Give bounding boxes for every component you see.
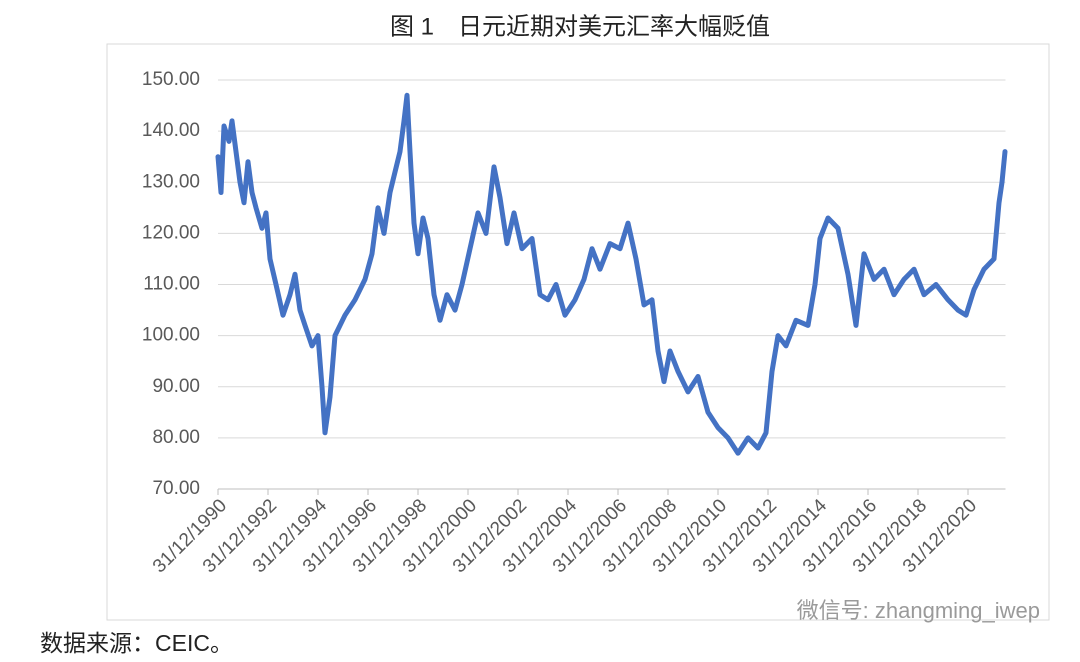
y-tick-label: 70.00: [152, 478, 200, 499]
y-tick-label: 80.00: [152, 427, 200, 448]
y-tick-label: 110.00: [143, 274, 200, 295]
y-tick-label: 90.00: [152, 376, 200, 397]
y-tick-label: 140.00: [142, 120, 200, 141]
y-tick-label: 150.00: [142, 69, 200, 90]
y-tick-label: 130.00: [142, 171, 200, 192]
watermark: 微信号: zhangming_iwep: [797, 598, 1040, 623]
y-tick-label: 100.00: [142, 325, 200, 346]
title: 图 1 日元近期对美元汇率大幅贬值: [390, 13, 770, 40]
chart-border: [106, 43, 1050, 621]
line-series: [215, 92, 1008, 456]
y-tick-label: 120.00: [142, 222, 200, 243]
source: 数据来源：CEIC。: [40, 630, 233, 656]
